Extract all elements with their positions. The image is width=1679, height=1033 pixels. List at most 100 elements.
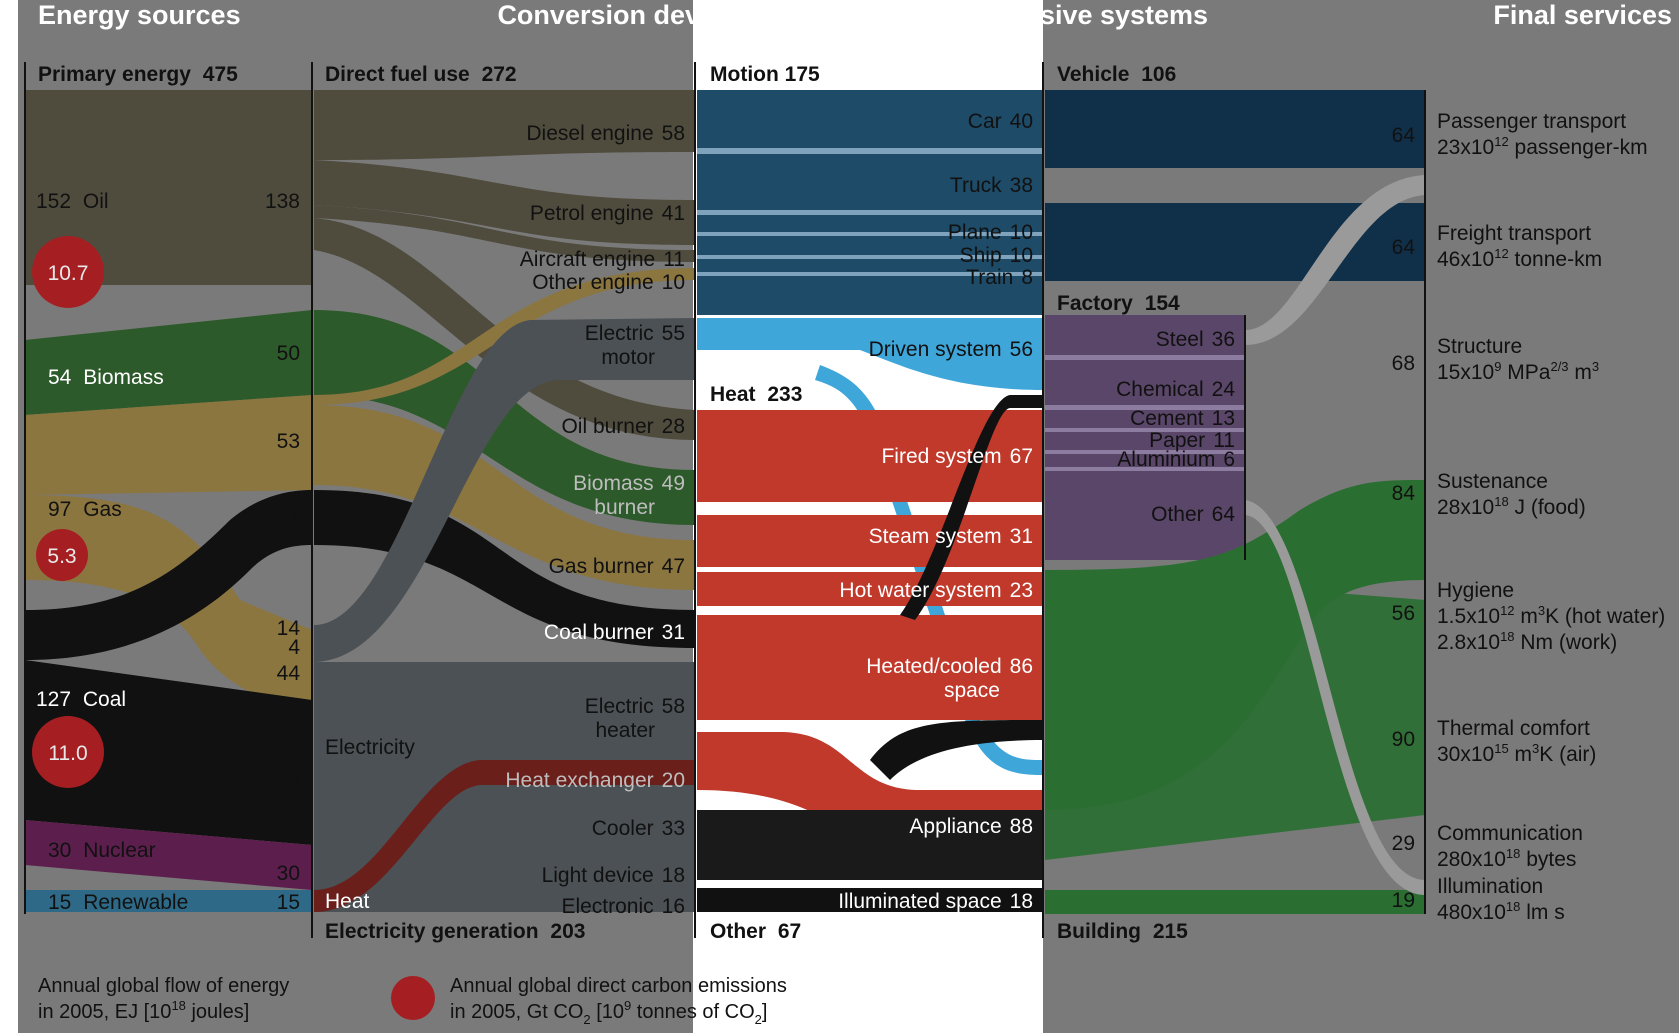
header-energy-sources: Energy sources (38, 0, 241, 30)
footnote-flow-line1: Annual global flow of energy (38, 975, 289, 997)
passive-fired-system: Fired system 67 (881, 445, 1033, 468)
source-coal-label: 127 Coal (36, 688, 126, 711)
device-biomass-burner-line2: burner (594, 496, 655, 519)
flow-driven-system (697, 318, 1043, 390)
flows-devices-to-passive (697, 90, 1043, 912)
footnotes: Annual global flow of energy in 2005, EJ… (38, 975, 787, 1027)
group-other: Other 67 (710, 920, 801, 943)
service-sustenance-value: 84 (1392, 482, 1416, 505)
device-petrol-engine: Petrol engine 41 (530, 202, 685, 225)
passive-hot-water-system: Hot water system 23 (839, 579, 1033, 602)
flow-building-lower (1045, 570, 1425, 860)
service-hygiene-label: Hygiene (1437, 579, 1514, 602)
passive-truck: Truck 38 (950, 174, 1033, 197)
source-biomass-split-b: 4 (288, 636, 300, 659)
motion-block (697, 90, 1043, 315)
flow-oil-direct (25, 90, 312, 285)
group-heat: Heat 233 (710, 383, 802, 406)
factory-sep-1 (1045, 355, 1245, 360)
emission-legend-bubble (391, 976, 435, 1020)
device-biomass-burner: Biomass 49 (573, 472, 685, 495)
flow-steel-to-passenger (1245, 175, 1425, 345)
service-communication-label: Communication (1437, 822, 1583, 845)
device-electric-heater-line2: heater (595, 719, 655, 742)
source-coal-split-b: 96 (277, 766, 300, 789)
source-oil-to-elec: 14 (277, 617, 301, 640)
source-oil-label: 152 Oil (36, 190, 109, 213)
passive-ship: Ship 10 (960, 244, 1033, 267)
source-coal-split-a: 31 (277, 504, 300, 527)
emission-oil-bubble (32, 236, 104, 308)
column-dividers (24, 62, 1426, 938)
device-gas-burner: Gas burner 47 (549, 555, 685, 578)
passive-heated-cooled-line2: space (944, 679, 1000, 702)
service-illumination-unit: 480x1018 lm s (1437, 899, 1565, 924)
factory-sep-5 (1045, 467, 1245, 471)
header-final-services: Final services (1493, 0, 1672, 30)
service-structure-unit: 15x109 MPa2/3 m3 (1437, 359, 1599, 384)
flow-gas-burner (314, 405, 695, 590)
flow-biomass (25, 310, 312, 415)
device-cooler: Cooler 33 (592, 817, 685, 840)
device-coal-burner: Coal burner 31 (544, 621, 685, 644)
group-motion: Motion 175 (710, 63, 820, 86)
flow-passenger (1045, 90, 1425, 168)
service-passenger-label: Passenger transport (1437, 110, 1626, 133)
service-hygiene-unit-line2: 2.8x1018 Nm (work) (1437, 629, 1617, 654)
service-hygiene-value: 56 (1392, 602, 1415, 625)
group-direct-fuel: Direct fuel use 272 (325, 63, 517, 86)
flow-coal-cross-2 (870, 720, 1043, 780)
service-passenger-value: 64 (1392, 124, 1416, 147)
factory-steel: Steel 36 (1156, 328, 1235, 351)
block-other-electronics (697, 810, 1043, 880)
emission-coal-value: 11.0 (48, 742, 87, 765)
service-structure-label: Structure (1437, 335, 1522, 358)
column-headers: Energy sources Conversion devices Passiv… (38, 0, 1672, 30)
motion-sep-5 (697, 272, 1043, 276)
factory-paper: Paper 11 (1149, 429, 1235, 452)
source-oil-split: 138 (265, 190, 300, 213)
flows-to-devices (314, 90, 695, 912)
factory-sep-2 (1045, 405, 1245, 410)
header-passive-systems: Passive systems (992, 0, 1208, 30)
device-electric-motor: Electric 55 (585, 322, 685, 345)
service-sustenance-label: Sustenance (1437, 470, 1548, 493)
flow-petrol (314, 160, 695, 245)
passive-driven-system: Driven system 56 (869, 338, 1033, 361)
group-electricity-generation: Electricity generation 203 (325, 920, 585, 943)
flow-illumination (1045, 890, 1425, 914)
source-biomass-label: 54 Biomass (48, 366, 164, 389)
group-vehicle: Vehicle 106 (1057, 63, 1176, 86)
service-thermal-unit: 30x1015 m3K (air) (1437, 741, 1596, 766)
motion-sep-2 (697, 210, 1043, 215)
block-hot-water-system (697, 572, 1043, 606)
emission-gas-value: 5.3 (47, 545, 76, 568)
factory-sep-3 (1045, 428, 1245, 432)
service-passenger-unit: 23x1012 passenger-km (1437, 134, 1648, 159)
emission-oil-value: 10.7 (48, 262, 89, 285)
service-communication-unit: 280x1018 bytes (1437, 846, 1576, 871)
passive-illuminated-space: Illuminated space 18 (838, 890, 1033, 913)
flow-oil-burner (314, 218, 695, 440)
footnote-carbon-line1: Annual global direct carbon emissions (450, 975, 787, 997)
passive-appliance: Appliance 88 (909, 815, 1033, 838)
flow-gas-direct (25, 395, 312, 495)
service-structure-value: 68 (1392, 352, 1415, 375)
footnote-flow-line2: in 2005, EJ [1018 joules] (38, 998, 249, 1023)
flow-diesel (314, 90, 695, 160)
source-nuclear-label: 30 Nuclear (48, 839, 156, 862)
factory-aluminium: Aluminium 6 (1117, 448, 1235, 471)
service-freight-value: 64 (1392, 236, 1416, 259)
emission-bubbles: 10.7 5.3 11.0 (32, 236, 435, 1020)
flows-sources-to-devices (25, 90, 312, 912)
device-electric-motor-line2: motor (601, 346, 655, 369)
factory-sep-4 (1045, 450, 1245, 454)
device-heat-exchanger: Heat exchanger 20 (505, 769, 685, 792)
factory-labels: Steel 36 Chemical 24 Cement 13 Paper 11 Alum… (1116, 328, 1235, 526)
group-building: Building 215 (1057, 920, 1188, 943)
flow-electric-motor (314, 318, 695, 662)
service-illumination-label: Illumination (1437, 875, 1543, 898)
block-illuminated-space (697, 888, 1043, 912)
passive-car: Car 40 (968, 110, 1033, 133)
